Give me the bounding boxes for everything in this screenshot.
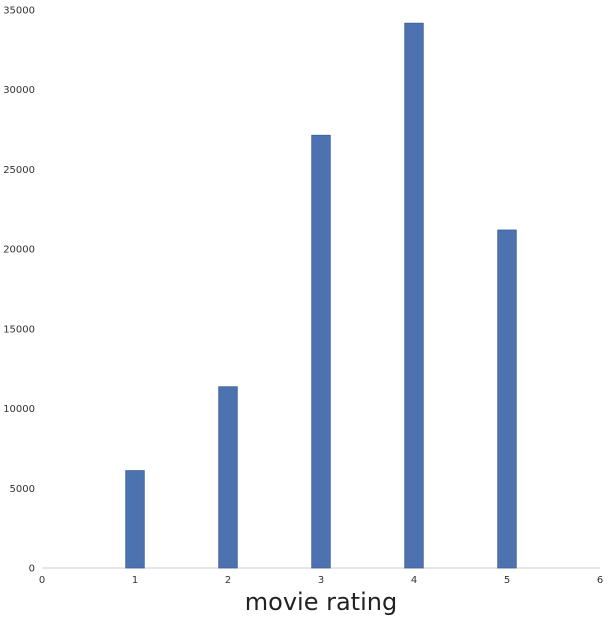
bar-rating-4 xyxy=(404,22,424,569)
x-tick-label: 5 xyxy=(504,575,510,586)
x-axis-title: movie rating xyxy=(245,588,397,616)
y-tick-label: 10000 xyxy=(3,404,35,415)
bar-rating-5 xyxy=(497,229,517,569)
x-tick-label: 6 xyxy=(597,575,603,586)
y-tick-label: 25000 xyxy=(3,165,35,176)
x-tick-label: 1 xyxy=(132,575,138,586)
x-tick-label: 0 xyxy=(39,575,45,586)
y-tick-labels: 0 5000 10000 15000 20000 25000 30000 35000 xyxy=(3,6,35,575)
x-tick-label: 4 xyxy=(411,575,417,586)
x-tick-label: 3 xyxy=(318,575,324,586)
y-tick-label: 35000 xyxy=(3,6,35,17)
x-tick-labels: 0 1 2 3 4 5 6 xyxy=(39,575,603,586)
x-tick-label: 2 xyxy=(225,575,231,586)
y-tick-label: 15000 xyxy=(3,324,35,335)
y-tick-label: 0 xyxy=(29,564,35,575)
bar-rating-1 xyxy=(125,470,145,569)
y-tick-label: 5000 xyxy=(10,484,35,495)
y-tick-label: 20000 xyxy=(3,245,35,256)
bar-rating-2 xyxy=(218,386,238,569)
y-tick-label: 30000 xyxy=(3,85,35,96)
bar-rating-3 xyxy=(311,134,331,569)
bars-group xyxy=(125,22,517,569)
